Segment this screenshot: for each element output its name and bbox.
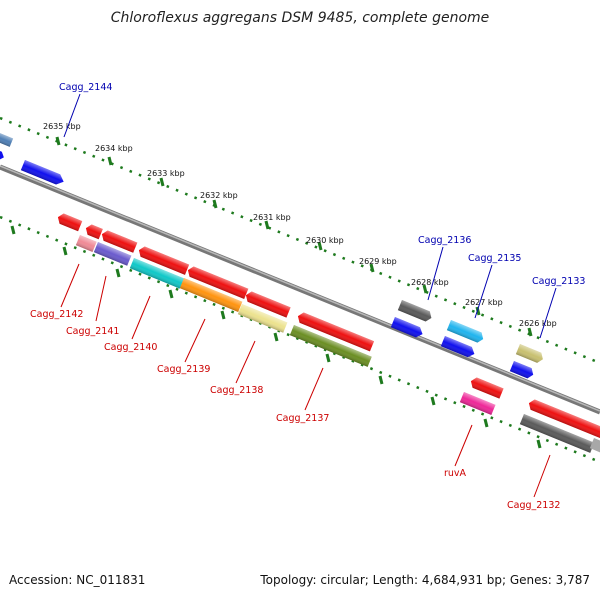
leader-line: [454, 424, 473, 467]
genome-backbone-highlight: [0, 165, 600, 412]
leader-line: [539, 287, 557, 339]
leader-line: [474, 264, 493, 319]
leader-line: [63, 93, 81, 138]
gene-feature-darkkhaki[interactable]: [515, 344, 545, 364]
tick-label: 2634 kbp: [95, 144, 133, 153]
tick-label: 2628 kbp: [411, 278, 449, 287]
leader-line: [60, 263, 80, 308]
gene-feature-red[interactable]: [244, 290, 291, 318]
gene-feature-blue[interactable]: [0, 147, 6, 162]
gene-feature-purple[interactable]: [93, 242, 132, 266]
forward-leader-lines: [63, 93, 557, 339]
reverse-leader-lines: [60, 263, 551, 498]
gene-label-cagg2139[interactable]: Cagg_2139: [157, 364, 210, 375]
gene-feature-magenta[interactable]: [459, 392, 496, 416]
tick-mark: [10, 225, 16, 235]
gene-feature-skyblue[interactable]: [446, 320, 485, 344]
gene-feature-red[interactable]: [296, 311, 375, 352]
leader-line: [304, 367, 324, 411]
gene-label-cagg2141[interactable]: Cagg_2141: [66, 326, 119, 337]
tick-label: 2632 kbp: [200, 191, 238, 200]
tick-mark: [325, 353, 331, 363]
tick-mark: [369, 263, 375, 273]
gene-label-cagg2137[interactable]: Cagg_2137: [276, 413, 329, 424]
gene-feature-red[interactable]: [469, 376, 504, 399]
tick-label: 2633 kbp: [147, 169, 185, 178]
gene-feature-red[interactable]: [186, 265, 249, 299]
gene-feature-cyan[interactable]: [129, 258, 184, 289]
gene-label-cagg2135[interactable]: Cagg_2135: [468, 253, 521, 264]
gene-label-cagg2142[interactable]: Cagg_2142: [30, 309, 83, 320]
gene-label-cagg2138[interactable]: Cagg_2138: [210, 385, 263, 396]
gene-label-cagg2132[interactable]: Cagg_2132: [507, 500, 560, 511]
gene-feature-olive[interactable]: [289, 325, 372, 367]
leader-line: [427, 246, 444, 301]
gene-feature-steelblue[interactable]: [0, 128, 14, 147]
tick-label: 2631 kbp: [253, 213, 291, 222]
gene-label-ruva[interactable]: ruvA: [444, 468, 467, 479]
gene-feature-lightgray[interactable]: [589, 438, 600, 453]
leader-line: [184, 318, 206, 363]
tick-mark: [483, 418, 489, 428]
gene-feature-khaki[interactable]: [237, 304, 288, 333]
tick-mark: [107, 156, 113, 166]
gene-feature-darkgray[interactable]: [397, 300, 434, 323]
genome-summary-text: Topology: circular; Length: 4,684,931 bp…: [260, 573, 590, 587]
reverse-features: [56, 212, 600, 453]
tick-label: 2626 kbp: [519, 319, 557, 328]
tick-mark: [430, 396, 436, 406]
gene-label-cagg2136[interactable]: Cagg_2136: [418, 235, 471, 246]
gene-feature-blue[interactable]: [390, 317, 425, 339]
forward-features: [0, 128, 545, 380]
tick-mark: [62, 246, 68, 256]
tick-mark: [273, 332, 279, 342]
gene-feature-red[interactable]: [84, 223, 103, 240]
gene-feature-blue[interactable]: [440, 336, 477, 359]
leader-line: [131, 295, 151, 340]
gene-feature-red[interactable]: [137, 245, 190, 275]
tick-mark: [527, 327, 533, 337]
tick-mark: [536, 439, 542, 449]
reverse-gene-labels: Cagg_2142 Cagg_2141 Cagg_2140 Cagg_2139 …: [30, 309, 560, 511]
accession-text: Accession: NC_011831: [9, 573, 146, 587]
map-title: Chloroflexus aggregans DSM 9485, complet…: [111, 10, 490, 26]
tick-mark: [115, 268, 121, 278]
tick-label: 2630 kbp: [306, 236, 344, 245]
gene-feature-red[interactable]: [100, 229, 138, 253]
tick-mark: [264, 220, 270, 230]
genome-backbone: [0, 164, 600, 415]
tick-mark: [317, 241, 323, 251]
gene-feature-blue[interactable]: [509, 361, 535, 380]
major-ticks: [10, 136, 542, 449]
forward-scale-line: [0, 116, 600, 365]
gene-feature-blue[interactable]: [20, 160, 66, 187]
tick-label: 2635 kbp: [43, 122, 81, 131]
gene-feature-red[interactable]: [527, 398, 600, 439]
tick-mark: [378, 375, 384, 385]
tick-label: 2627 kbp: [465, 298, 503, 307]
gene-feature-pink[interactable]: [75, 235, 97, 252]
tick-label: 2629 kbp: [359, 257, 397, 266]
forward-gene-labels: Cagg_2144 Cagg_2136 Cagg_2135 Cagg_2133: [59, 82, 585, 287]
gene-feature-darkgray[interactable]: [519, 414, 595, 453]
tick-mark: [168, 289, 174, 299]
leader-line: [533, 454, 551, 498]
leader-line: [235, 340, 256, 384]
reverse-scale-line: [0, 215, 600, 464]
tick-labels: 2635 kbp 2634 kbp 2633 kbp 2632 kbp 2631…: [43, 122, 557, 328]
tick-mark: [55, 136, 61, 146]
gene-label-cagg2133[interactable]: Cagg_2133: [532, 276, 585, 287]
gene-label-cagg2144[interactable]: Cagg_2144: [59, 82, 112, 93]
tick-mark: [212, 199, 218, 209]
leader-line: [95, 275, 107, 322]
gene-label-cagg2140[interactable]: Cagg_2140: [104, 342, 157, 353]
tick-mark: [422, 284, 428, 294]
gene-feature-orange[interactable]: [179, 278, 243, 312]
tick-mark: [220, 310, 226, 320]
gene-feature-red[interactable]: [56, 212, 83, 232]
tick-mark: [475, 306, 481, 316]
tick-mark: [159, 177, 165, 187]
